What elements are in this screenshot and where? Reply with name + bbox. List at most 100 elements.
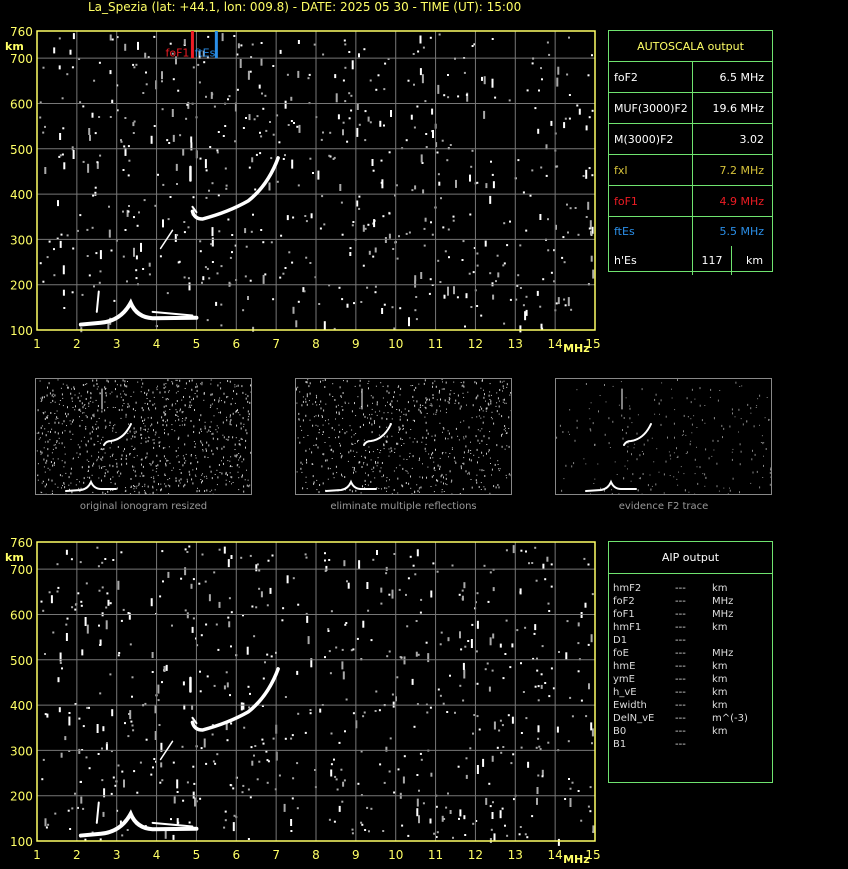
x-tick-label: 1 <box>33 848 41 862</box>
aip-param: Ewidth <box>613 700 647 711</box>
y-unit-label: km <box>5 551 24 564</box>
x-tick-label: 5 <box>193 848 201 862</box>
autoscala-label: foF1 <box>609 186 693 216</box>
aip-row: Ewidth --- km <box>613 699 748 712</box>
aip-param: h_vE <box>613 687 637 698</box>
aip-unit: m^(-3) <box>712 713 748 724</box>
aip-value: --- <box>675 622 686 633</box>
aip-row: hmF1 --- km <box>613 621 748 634</box>
thumbnail-original <box>35 378 252 495</box>
x-unit-label: MHz <box>563 853 590 866</box>
aip-param: foF1 <box>613 609 635 620</box>
x-tick-label: 11 <box>428 337 443 351</box>
x-tick-label: 7 <box>272 337 280 351</box>
thumbnail-eliminate-reflections <box>295 378 512 495</box>
aip-param: B1 <box>613 739 627 750</box>
aip-param: B0 <box>613 726 627 737</box>
aip-unit: MHz <box>712 648 734 659</box>
plot-frame <box>36 30 596 331</box>
x-tick-label: 13 <box>508 337 523 351</box>
ionogram-trace <box>78 667 280 838</box>
aip-row: B1 --- <box>613 738 748 751</box>
x-tick-label: 14 <box>548 848 563 862</box>
y-tick-label: 760 <box>10 25 33 39</box>
aip-row: DelN_vE --- m^(-3) <box>613 712 748 725</box>
x-tick-label: 3 <box>113 848 121 862</box>
y-tick-labels: 760 700 600 500 400 300 200 100 <box>10 25 33 338</box>
parameter-markers: foF1 ftEs <box>166 31 218 60</box>
y-unit-label: km <box>5 40 24 53</box>
aip-param: DelN_vE <box>613 713 655 724</box>
y-tick-label: 700 <box>10 52 33 66</box>
aip-title: AIP output <box>609 542 772 574</box>
x-tick-label: 9 <box>352 848 360 862</box>
x-tick-label: 1 <box>33 337 41 351</box>
aip-param: foE <box>613 648 629 659</box>
aip-unit: km <box>712 674 728 685</box>
x-tick-label: 6 <box>232 848 240 862</box>
x-tick-label: 7 <box>272 848 280 862</box>
x-tick-label: 10 <box>388 848 403 862</box>
x-tick-label: 8 <box>312 848 320 862</box>
aip-unit: MHz <box>712 596 734 607</box>
aip-unit: km <box>712 622 728 633</box>
y-tick-labels: 760 700 600 500 400 300 200 100 <box>10 536 33 849</box>
x-tick-label: 10 <box>388 337 403 351</box>
aip-param: foF2 <box>613 596 635 607</box>
aip-unit: km <box>712 687 728 698</box>
aip-value: --- <box>675 687 686 698</box>
aip-value: --- <box>675 739 686 750</box>
aip-param: hmF1 <box>613 622 642 633</box>
y-tick-label: 760 <box>10 536 33 550</box>
autoscala-unit: km <box>746 254 764 267</box>
aip-row: foF2 --- MHz <box>613 595 748 608</box>
x-tick-label: 11 <box>428 848 443 862</box>
aip-unit <box>712 634 748 647</box>
aip-value: --- <box>675 700 686 711</box>
aip-param: ymE <box>613 674 635 685</box>
x-tick-label: 4 <box>153 337 161 351</box>
thumbnail-evidence-f2 <box>555 378 772 495</box>
y-tick-label: 200 <box>10 279 33 293</box>
x-tick-label: 12 <box>468 337 483 351</box>
caption-eliminate: eliminate multiple reflections <box>330 501 477 512</box>
autoscala-panel: AUTOSCALA output foF2 6.5 MHz MUF(3000)F2 1… <box>608 30 773 275</box>
y-tick-label: 100 <box>10 835 33 849</box>
y-tick-label: 400 <box>10 699 33 713</box>
autoscala-row-fxi: fxI 7.2 MHz <box>609 155 772 186</box>
aip-value: --- <box>675 648 686 659</box>
y-tick-label: 200 <box>10 790 33 804</box>
x-tick-label: 15 <box>585 848 600 862</box>
x-tick-label: 12 <box>468 848 483 862</box>
aip-unit: km <box>712 700 728 711</box>
caption-original: original ionogram resized <box>79 501 208 512</box>
aip-value: --- <box>675 609 686 620</box>
x-tick-labels: 1 2 3 4 5 6 7 8 9 10 11 12 13 14 15 <box>33 848 600 862</box>
aip-row: B0 --- km <box>613 725 748 738</box>
aip-value: --- <box>675 583 686 594</box>
y-tick-label: 600 <box>10 97 33 111</box>
x-tick-label: 3 <box>113 337 121 351</box>
x-tick-label: 15 <box>585 337 600 351</box>
autoscala-row-fof2: foF2 6.5 MHz <box>609 62 772 93</box>
x-tick-label: 2 <box>73 337 81 351</box>
grid <box>37 31 595 330</box>
autoscala-value: 6.5 MHz <box>719 70 764 84</box>
x-tick-label: 14 <box>548 337 563 351</box>
x-tick-label: 4 <box>153 848 161 862</box>
x-unit-label: MHz <box>563 342 590 355</box>
grid <box>37 542 595 841</box>
aip-param: D1 <box>613 635 628 646</box>
autoscala-value: 117 <box>693 246 732 275</box>
autoscala-label: foF2 <box>609 62 693 92</box>
autoscala-title: AUTOSCALA output <box>609 31 772 62</box>
aip-unit: km <box>712 726 728 737</box>
aip-table: hmF2 --- km foF2 --- MHz foF1 --- MHz hmF1 --- km D1… <box>613 582 748 751</box>
y-tick-label: 100 <box>10 324 33 338</box>
aip-value: --- <box>675 726 686 737</box>
x-tick-label: 5 <box>193 337 201 351</box>
autoscala-label: fxI <box>609 155 693 185</box>
aip-row: hmE --- km <box>613 660 748 673</box>
aip-value: --- <box>675 596 686 607</box>
